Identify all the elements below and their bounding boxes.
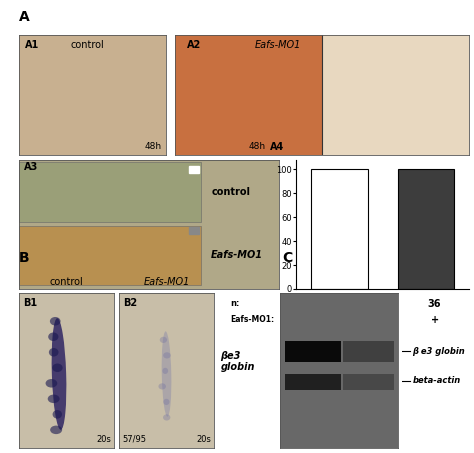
Text: 57/95: 57/95 [123,435,146,444]
Text: control: control [71,39,104,49]
Text: 48h: 48h [248,141,265,150]
Bar [285,374,341,390]
Bar [311,169,367,289]
Text: β e3 globin: β e3 globin [412,347,465,356]
Text: C: C [282,251,292,265]
Text: A1: A1 [25,39,39,49]
Ellipse shape [48,395,60,403]
Bar [343,374,394,390]
Text: A3: A3 [24,162,38,172]
Bar [19,162,201,222]
Bar [343,342,394,361]
Ellipse shape [160,337,167,343]
Text: beta-actin: beta-actin [412,376,461,386]
Text: 20s: 20s [196,435,211,444]
Text: 36: 36 [428,299,441,309]
Ellipse shape [163,352,171,358]
Ellipse shape [163,414,170,420]
Bar [323,35,469,155]
Bar [19,226,201,285]
Bar [189,227,199,234]
Text: A4: A4 [270,142,284,152]
Ellipse shape [52,363,63,372]
Ellipse shape [46,379,57,388]
Text: Eafs-MO1: Eafs-MO1 [143,277,190,287]
Ellipse shape [50,425,62,434]
Text: control: control [50,277,83,287]
Text: 44: 44 [324,299,337,309]
Text: B: B [19,251,29,265]
Text: 48h: 48h [145,141,162,150]
Text: A2: A2 [187,39,201,49]
Ellipse shape [53,410,62,419]
Text: -: - [328,315,333,325]
Text: B1: B1 [23,298,37,308]
Text: B2: B2 [123,298,137,308]
Ellipse shape [48,333,58,341]
Text: n:: n: [230,299,240,308]
Text: +: + [430,315,438,325]
Ellipse shape [158,383,166,390]
Text: Eafs-MO1: Eafs-MO1 [211,251,263,260]
Ellipse shape [163,399,170,405]
Bar [398,169,454,289]
Ellipse shape [50,317,61,326]
Text: control: control [211,187,250,197]
Ellipse shape [163,368,168,374]
Text: 20s: 20s [97,435,111,444]
Ellipse shape [52,318,66,430]
Text: βe3
globin: βe3 globin [220,351,255,372]
Text: A: A [19,10,30,24]
Ellipse shape [162,331,172,417]
Ellipse shape [49,348,58,357]
Bar [189,165,199,173]
Bar [285,342,341,361]
Text: Eafs-MO1: Eafs-MO1 [255,39,301,49]
Text: Eafs-MO1:: Eafs-MO1: [230,315,274,324]
